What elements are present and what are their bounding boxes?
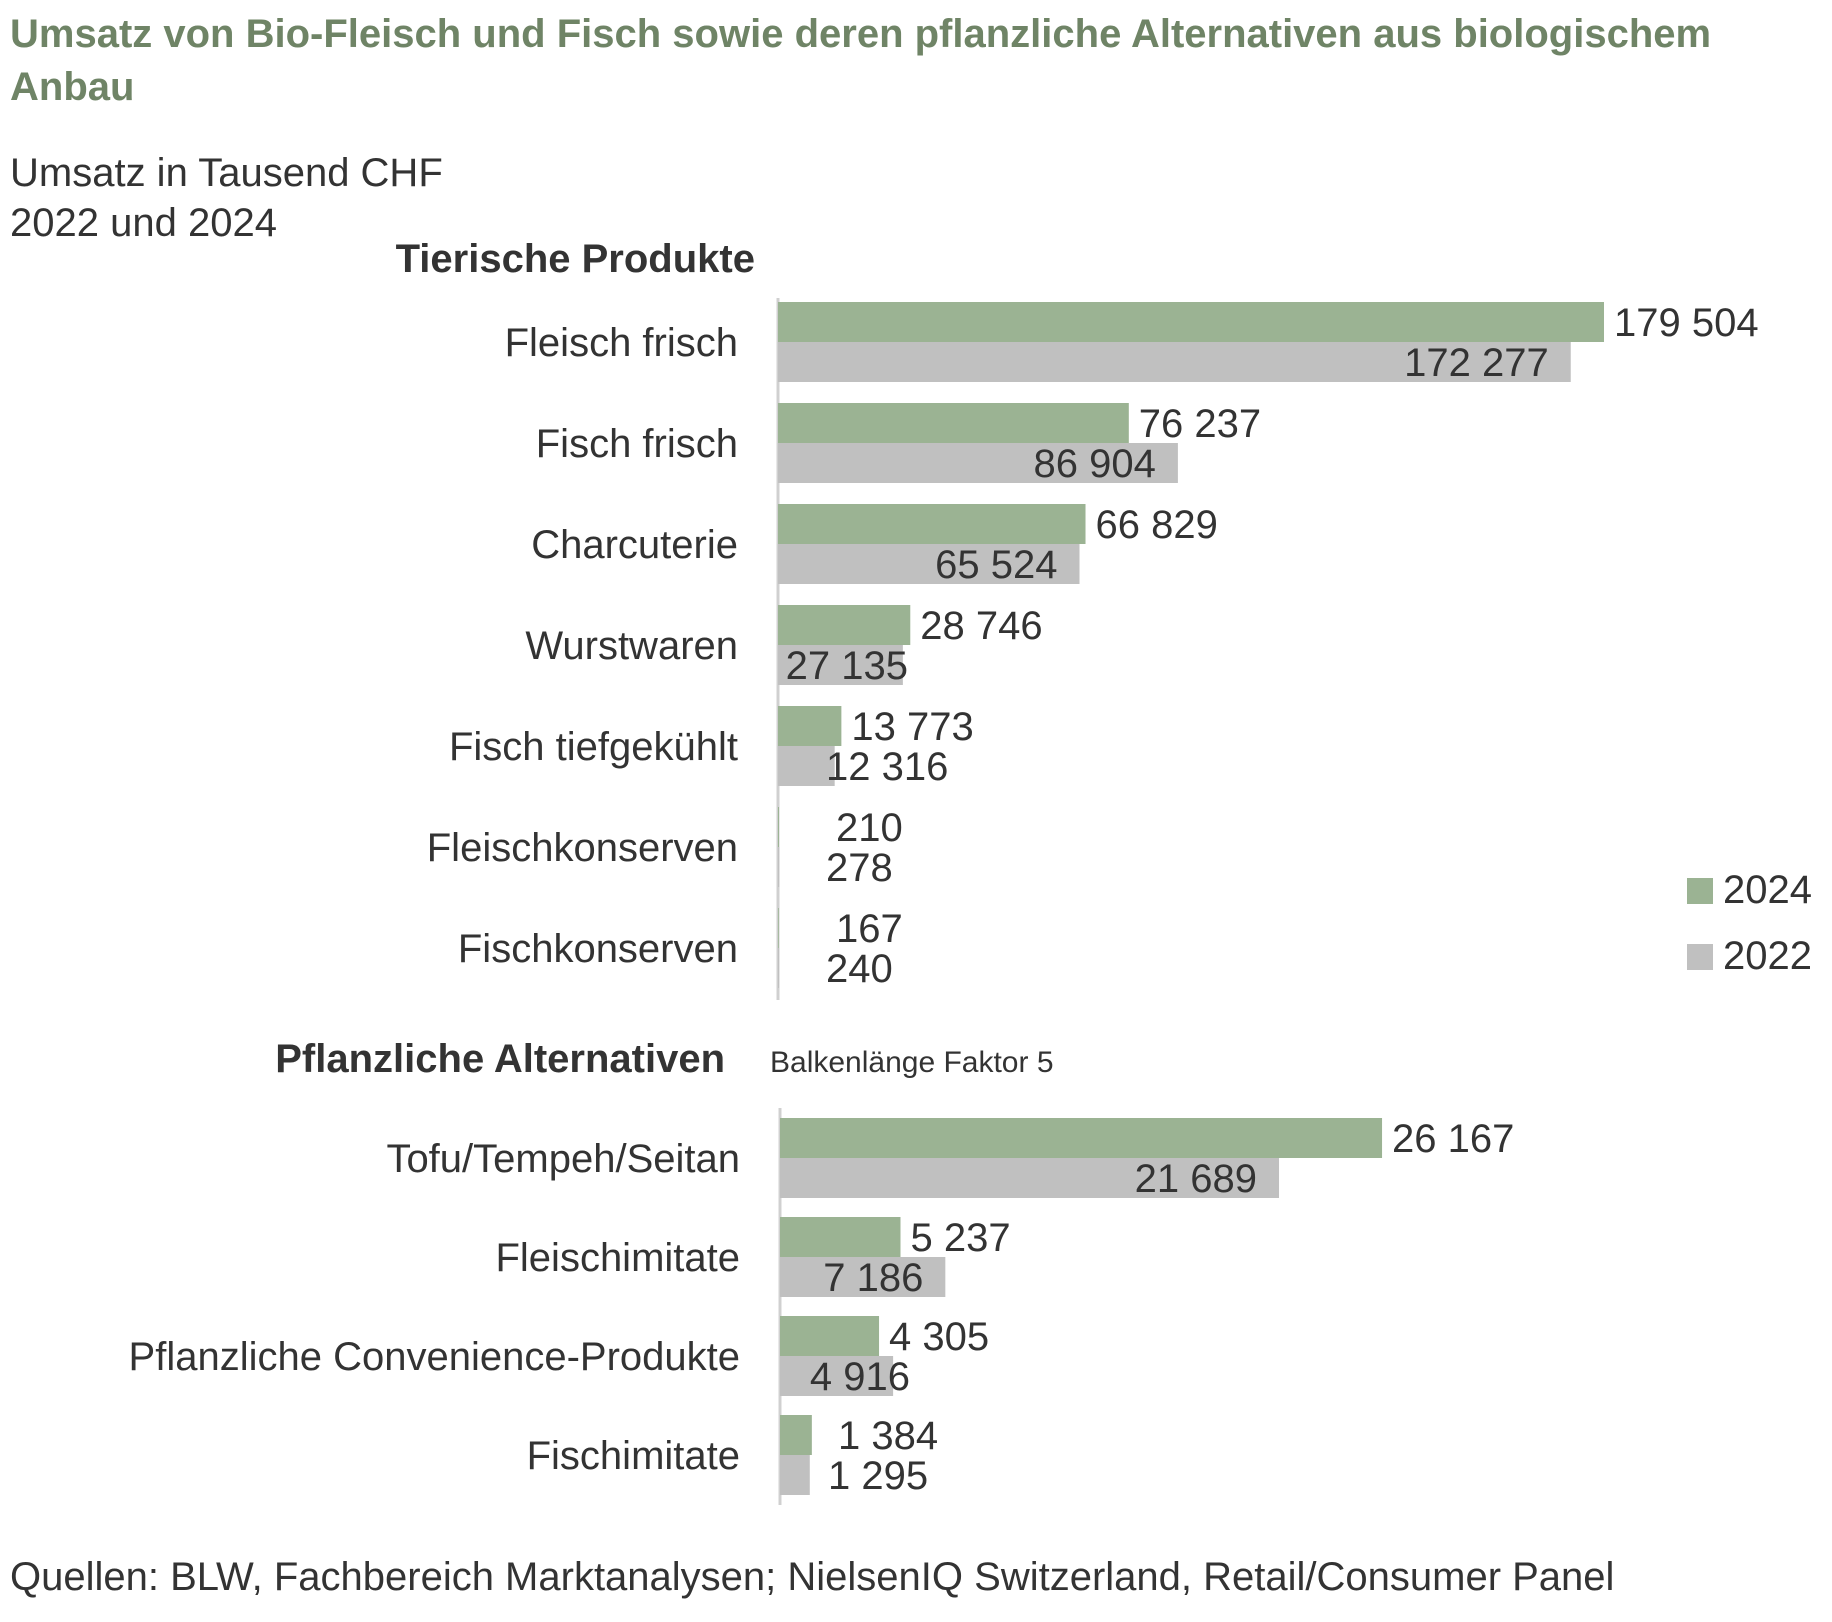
- data-label-2022-fisch-tiefgek-hlt: 12 316: [826, 745, 948, 789]
- data-label-2024-wurstwaren: 28 746: [920, 604, 1042, 648]
- data-label-2024-pflanzliche-convenience-produkte: 4 305: [889, 1315, 989, 1359]
- bar-2022-fleischkonserven: [778, 847, 780, 887]
- data-label-2022-wurstwaren: 27 135: [786, 644, 908, 688]
- bar-2024-fleischkonserven: [778, 807, 779, 847]
- category-label-fischkonserven: Fischkonserven: [458, 927, 738, 971]
- bar-2024-pflanzliche-convenience-produkte: [780, 1316, 880, 1356]
- data-label-2024-charcuterie: 66 829: [1096, 503, 1218, 547]
- category-label-fleisch-frisch: Fleisch frisch: [505, 321, 738, 365]
- legend-swatch-2022: [1687, 943, 1714, 970]
- bar-2024-tofu-tempeh-seitan: [780, 1118, 1383, 1158]
- category-label-fisch-frisch: Fisch frisch: [536, 422, 738, 466]
- chart-subtitle-years: 2022 und 2024: [10, 201, 277, 245]
- data-label-2022-charcuterie: 65 524: [935, 543, 1057, 587]
- chart-title: Umsatz von Bio-Fleisch und Fisch sowie d…: [10, 12, 1712, 109]
- chart-subtitle-unit: Umsatz in Tausend CHF: [10, 151, 443, 195]
- legend-label-2022: 2022: [1723, 934, 1812, 978]
- category-label-pflanzliche-convenience-produkte: Pflanzliche Convenience-Produkte: [129, 1335, 740, 1379]
- category-label-tofu-tempeh-seitan: Tofu/Tempeh/Seitan: [386, 1137, 740, 1181]
- category-label-wurstwaren: Wurstwaren: [525, 624, 738, 668]
- data-label-2024-fisch-frisch: 76 237: [1139, 402, 1261, 446]
- bar-2022-wurstwaren: [778, 645, 903, 685]
- bar-2024-wurstwaren: [778, 605, 911, 645]
- data-label-2022-fleischkonserven: 278: [826, 846, 893, 890]
- bar-2024-charcuterie: [778, 504, 1086, 544]
- data-label-2024-fleisch-frisch: 179 504: [1614, 301, 1759, 345]
- bar-length-note: Balkenlänge Faktor 5: [770, 1046, 1054, 1079]
- data-label-2024-fleischimitate: 5 237: [910, 1216, 1010, 1260]
- data-label-2024-fleischkonserven: 210: [836, 806, 903, 850]
- bar-2022-charcuterie: [778, 544, 1080, 584]
- panel-title-pflanzliche-alternativen: Pflanzliche Alternativen: [275, 1037, 725, 1081]
- bar-2022-tofu-tempeh-seitan: [780, 1158, 1280, 1198]
- bar-chart: Tierische Produkte Fleisch frisch 179 504 1…: [129, 237, 1759, 1505]
- bar-2024-fleischimitate: [780, 1217, 901, 1257]
- bar-2022-fischimitate: [780, 1455, 810, 1495]
- bar-2024-fischkonserven: [778, 908, 779, 948]
- category-label-fleischimitate: Fleischimitate: [495, 1236, 740, 1280]
- legend-item-2024: 2024: [1687, 868, 1812, 913]
- bar-2024-fisch-tiefgek-hlt: [778, 706, 842, 746]
- bar-2022-fisch-frisch: [778, 443, 1178, 483]
- category-label-fischimitate: Fischimitate: [527, 1434, 740, 1478]
- legend-item-2022: 2022: [1687, 934, 1812, 979]
- data-label-2022-pflanzliche-convenience-produkte: 4 916: [810, 1355, 910, 1399]
- data-label-2022-fischimitate: 1 295: [828, 1454, 928, 1498]
- data-label-2022-fleischimitate: 7 186: [823, 1256, 923, 1300]
- bar-2024-fisch-frisch: [778, 403, 1129, 443]
- data-label-2024-fischimitate: 1 384: [838, 1414, 938, 1458]
- legend-swatch-2024: [1687, 877, 1714, 904]
- bar-2022-fisch-tiefgek-hlt: [778, 746, 835, 786]
- panel-title-tierische-produkte: Tierische Produkte: [396, 237, 755, 281]
- bar-2024-fleisch-frisch: [778, 302, 1604, 342]
- bar-2022-fleisch-frisch: [778, 342, 1571, 382]
- category-label-charcuterie: Charcuterie: [531, 523, 738, 567]
- category-label-fleischkonserven: Fleischkonserven: [427, 826, 738, 870]
- data-label-2024-fisch-tiefgek-hlt: 13 773: [851, 705, 973, 749]
- data-label-2022-fisch-frisch: 86 904: [1034, 442, 1156, 486]
- source-note: Quellen: BLW, Fachbereich Marktanalysen;…: [10, 1555, 1615, 1599]
- data-label-2022-tofu-tempeh-seitan: 21 689: [1135, 1157, 1257, 1201]
- bar-2024-fischimitate: [780, 1415, 812, 1455]
- bar-2022-fleischimitate: [780, 1257, 946, 1297]
- category-label-fisch-tiefgek-hlt: Fisch tiefgekühlt: [449, 725, 738, 769]
- legend-label-2024: 2024: [1723, 868, 1812, 912]
- data-label-2024-fischkonserven: 167: [836, 907, 903, 951]
- data-label-2022-fischkonserven: 240: [826, 947, 893, 991]
- data-label-2022-fleisch-frisch: 172 277: [1404, 341, 1549, 385]
- bar-2022-fischkonserven: [778, 948, 780, 988]
- data-label-2024-tofu-tempeh-seitan: 26 167: [1392, 1117, 1514, 1161]
- bar-2022-pflanzliche-convenience-produkte: [780, 1356, 894, 1396]
